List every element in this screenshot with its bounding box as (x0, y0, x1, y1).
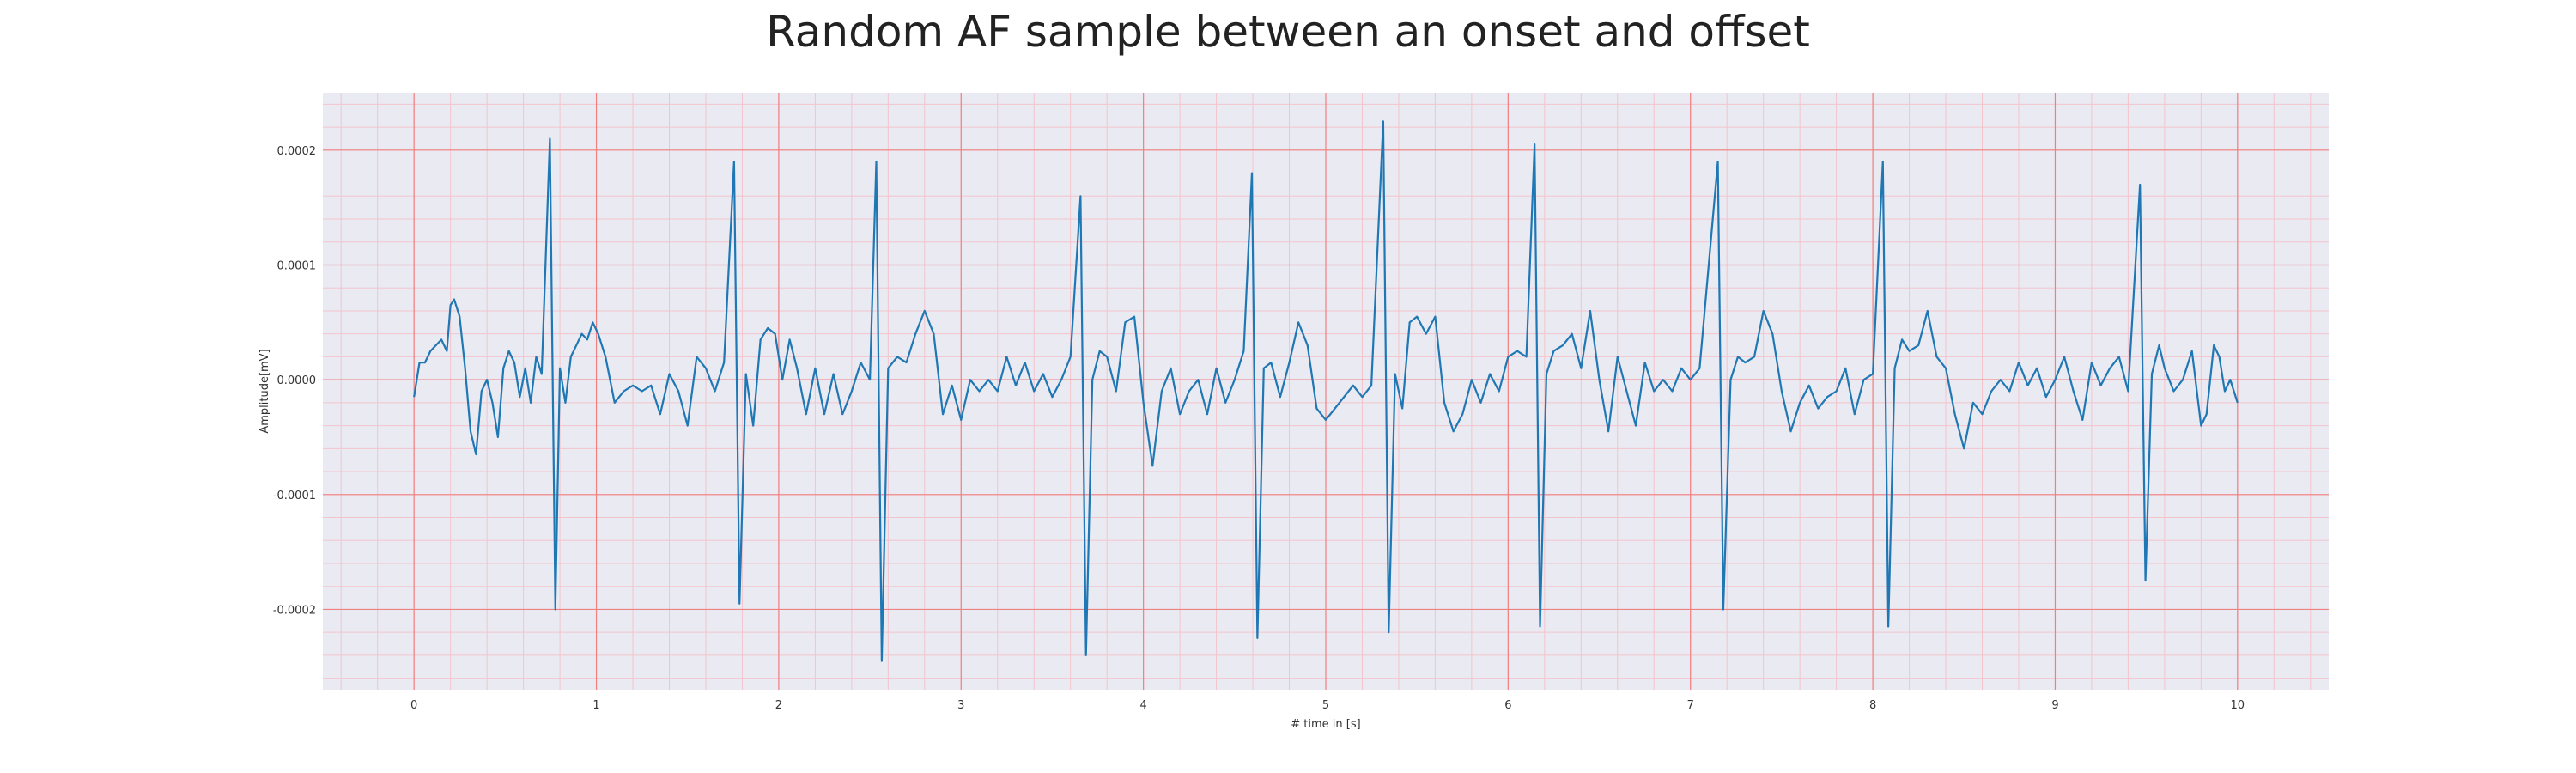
x-tick-label: 4 (1139, 699, 1146, 712)
x-tick-label: 7 (1687, 699, 1694, 712)
y-tick-label: 0.0001 (277, 259, 317, 272)
y-tick-label: 0.0000 (277, 374, 317, 387)
chart-title: Random AF sample between an onset and of… (766, 7, 1810, 57)
series-group (413, 120, 2239, 662)
x-axis-label: # time in [s] (1291, 718, 1360, 731)
y-tick-label: -0.0002 (273, 604, 316, 617)
x-tick-label: 6 (1504, 699, 1511, 712)
x-tick-label: 5 (1322, 699, 1329, 712)
y-axis-ticks: 0.0002 0.0001 0.0000 -0.0001 -0.0002 (273, 145, 316, 618)
y-tick-label: -0.0001 (273, 490, 316, 502)
x-tick-label: 10 (2231, 699, 2245, 712)
x-axis-ticks: 0 1 2 3 4 5 6 7 8 9 10 (410, 699, 2245, 712)
y-axis-label: Amplitude[mV] (258, 349, 271, 433)
x-tick-label: 0 (410, 699, 417, 712)
x-tick-label: 1 (592, 699, 599, 712)
y-tick-label: 0.0002 (277, 145, 317, 158)
x-tick-label: 2 (775, 699, 782, 712)
x-tick-label: 9 (2051, 699, 2058, 712)
x-tick-label: 3 (957, 699, 964, 712)
x-tick-label: 8 (1869, 699, 1876, 712)
series-line-0 (413, 120, 2239, 662)
